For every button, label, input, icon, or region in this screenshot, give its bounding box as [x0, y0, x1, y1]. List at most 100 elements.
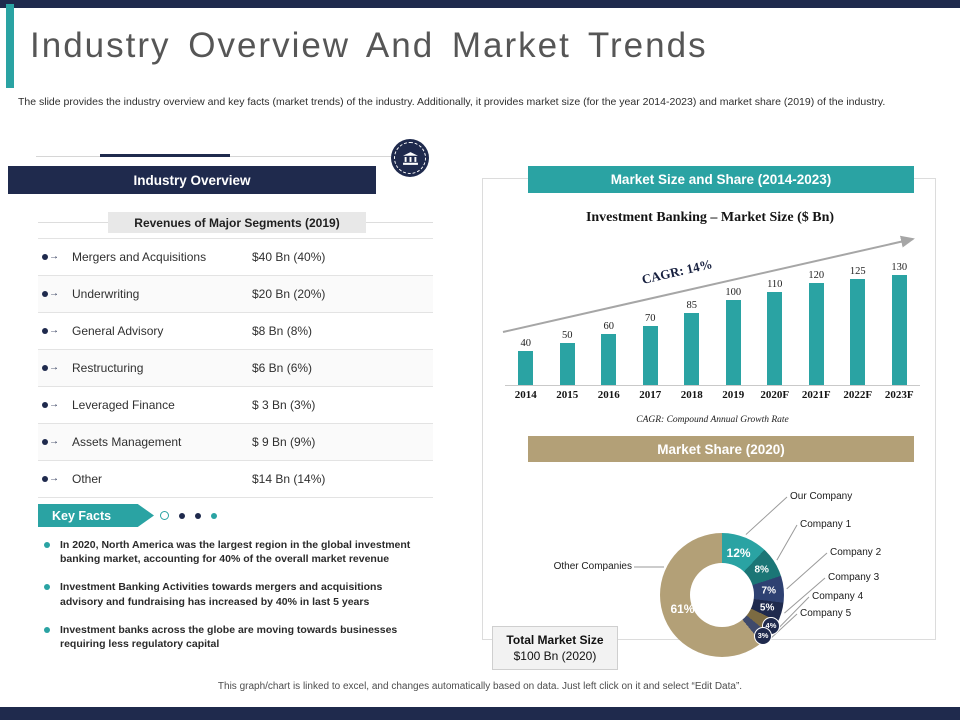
legend-label: Company 1: [800, 519, 852, 530]
slice-percent-label: 7%: [761, 585, 777, 597]
segments-table-header: Revenues of Major Segments (2019): [108, 212, 366, 233]
bottom-bar: [0, 707, 960, 720]
bar[interactable]: [559, 342, 575, 385]
slice-percent-label: 8%: [754, 564, 769, 576]
bar-value-label: 130: [891, 261, 908, 273]
donut-hole: [690, 563, 754, 627]
slide-subtitle: The slide provides the industry overview…: [18, 96, 886, 108]
bar-column: 100: [713, 287, 755, 385]
bar[interactable]: [684, 312, 700, 385]
x-axis-label: 2021F: [801, 389, 831, 401]
x-axis-label: 2020F: [760, 389, 790, 401]
total-market-size-value: $100 Bn (2020): [513, 649, 597, 663]
market-share-header: Market Share (2020): [528, 436, 914, 462]
bar-chart[interactable]: 40 50 60 70 85 100 110 120 125 130: [505, 238, 920, 386]
bar-value-label: 50: [562, 329, 573, 341]
bullet-icon: [44, 584, 50, 591]
bar-column: 85: [671, 300, 713, 385]
list-item: Investment Banking Activities towards me…: [38, 580, 430, 608]
dot-arrow-icon: →: [38, 252, 72, 262]
bar-column: 60: [588, 321, 630, 385]
divider-accent: [100, 154, 230, 157]
x-axis-label: 2019: [722, 389, 745, 401]
page-title: Industry Overview And Market Trends: [30, 26, 708, 65]
legend-label: Company 5: [800, 608, 852, 619]
x-axis-label: 2023F: [884, 389, 914, 401]
slice-percent-label: 61%: [670, 602, 695, 617]
bar-value-label: 70: [645, 312, 656, 324]
segment-label: Mergers and Acquisitions: [72, 250, 207, 264]
dot-icon: [195, 512, 201, 519]
x-axis-label: 2018: [680, 389, 703, 401]
segment-value: $6 Bn (6%): [252, 361, 313, 375]
bar[interactable]: [891, 274, 907, 385]
x-axis-label: 2015: [556, 389, 579, 401]
table-row: → Other $14 Bn (14%): [38, 461, 433, 498]
bar-column: 70: [630, 312, 672, 385]
bar[interactable]: [767, 291, 783, 385]
segment-label: Assets Management: [72, 435, 182, 449]
bar[interactable]: [725, 300, 741, 385]
legend-label: Company 2: [830, 547, 882, 558]
table-row: → General Advisory $8 Bn (8%): [38, 313, 433, 350]
dot-icon: [211, 512, 217, 519]
dot-arrow-icon: →: [38, 363, 72, 373]
bar[interactable]: [850, 278, 866, 385]
x-axis-label: 2014: [514, 389, 537, 401]
legend-label: Other Companies: [553, 561, 632, 572]
segment-value: $ 9 Bn (9%): [252, 435, 316, 449]
section-badge: [391, 139, 429, 177]
bar[interactable]: [642, 325, 658, 385]
table-row: → Underwriting $20 Bn (20%): [38, 276, 433, 313]
cagr-note: CAGR: Compound Annual Growth Rate: [636, 415, 789, 425]
table-row: → Mergers and Acquisitions $40 Bn (40%): [38, 239, 433, 276]
bar[interactable]: [518, 351, 534, 385]
slice-percent-label: 3%: [754, 627, 772, 645]
total-market-size-box: Total Market Size $100 Bn (2020): [492, 626, 618, 670]
top-bar: [0, 0, 960, 8]
bar-value-label: 125: [849, 265, 866, 277]
dot-outline-icon: [160, 511, 169, 520]
bullet-icon: [44, 542, 50, 548]
bar-column: 120: [796, 270, 838, 385]
total-market-size-label: Total Market Size: [506, 633, 604, 647]
dot-arrow-icon: →: [38, 326, 72, 336]
segment-value: $14 Bn (14%): [252, 472, 326, 486]
slice-percent-label: 12%: [726, 546, 751, 561]
footer-note: This graph/chart is linked to excel, and…: [217, 681, 743, 692]
key-facts-dots: [160, 511, 217, 520]
key-facts-ribbon: Key Facts: [38, 504, 154, 527]
bullet-icon: [44, 626, 50, 633]
segment-value: $20 Bn (20%): [252, 287, 326, 301]
dot-arrow-icon: →: [38, 289, 72, 299]
dot-icon: [179, 512, 185, 519]
bar-value-label: 100: [725, 287, 742, 298]
bar-value-label: 85: [686, 299, 698, 311]
bar-column: 50: [547, 329, 589, 385]
x-axis-label: 2022F: [843, 389, 873, 401]
fact-text: Investment Banking Activities towards me…: [60, 581, 383, 608]
bar[interactable]: [808, 283, 824, 385]
bar-value-label: 120: [808, 270, 825, 281]
x-axis-labels: 2014 2015 2016 2017 2018 2019 2020F 2021F 2022F 2…: [505, 389, 920, 401]
bar-column: 130: [879, 261, 921, 385]
bar[interactable]: [601, 334, 617, 385]
dot-arrow-icon: →: [38, 474, 72, 484]
market-size-header: Market Size and Share (2014-2023): [528, 166, 914, 193]
badge-ring: [394, 142, 426, 174]
dot-arrow-icon: →: [38, 437, 72, 447]
segment-value: $40 Bn (40%): [252, 250, 326, 264]
table-row: → Assets Management $ 9 Bn (9%): [38, 424, 433, 461]
segment-label: Underwriting: [72, 287, 140, 301]
dot-arrow-icon: →: [38, 400, 72, 410]
segment-label: Restructuring: [72, 361, 144, 375]
bar-chart-title: Investment Banking – Market Size ($ Bn): [585, 210, 835, 225]
table-row: → Restructuring $6 Bn (6%): [38, 350, 433, 387]
segments-table: → Mergers and Acquisitions $40 Bn (40%) → Un…: [38, 238, 433, 498]
divider-line: [36, 156, 428, 157]
segment-value: $8 Bn (8%): [252, 324, 313, 338]
legend-label: Our Company: [790, 491, 853, 502]
list-item: Investment banks across the globe are mo…: [38, 623, 430, 651]
segment-label: Other: [72, 472, 103, 486]
